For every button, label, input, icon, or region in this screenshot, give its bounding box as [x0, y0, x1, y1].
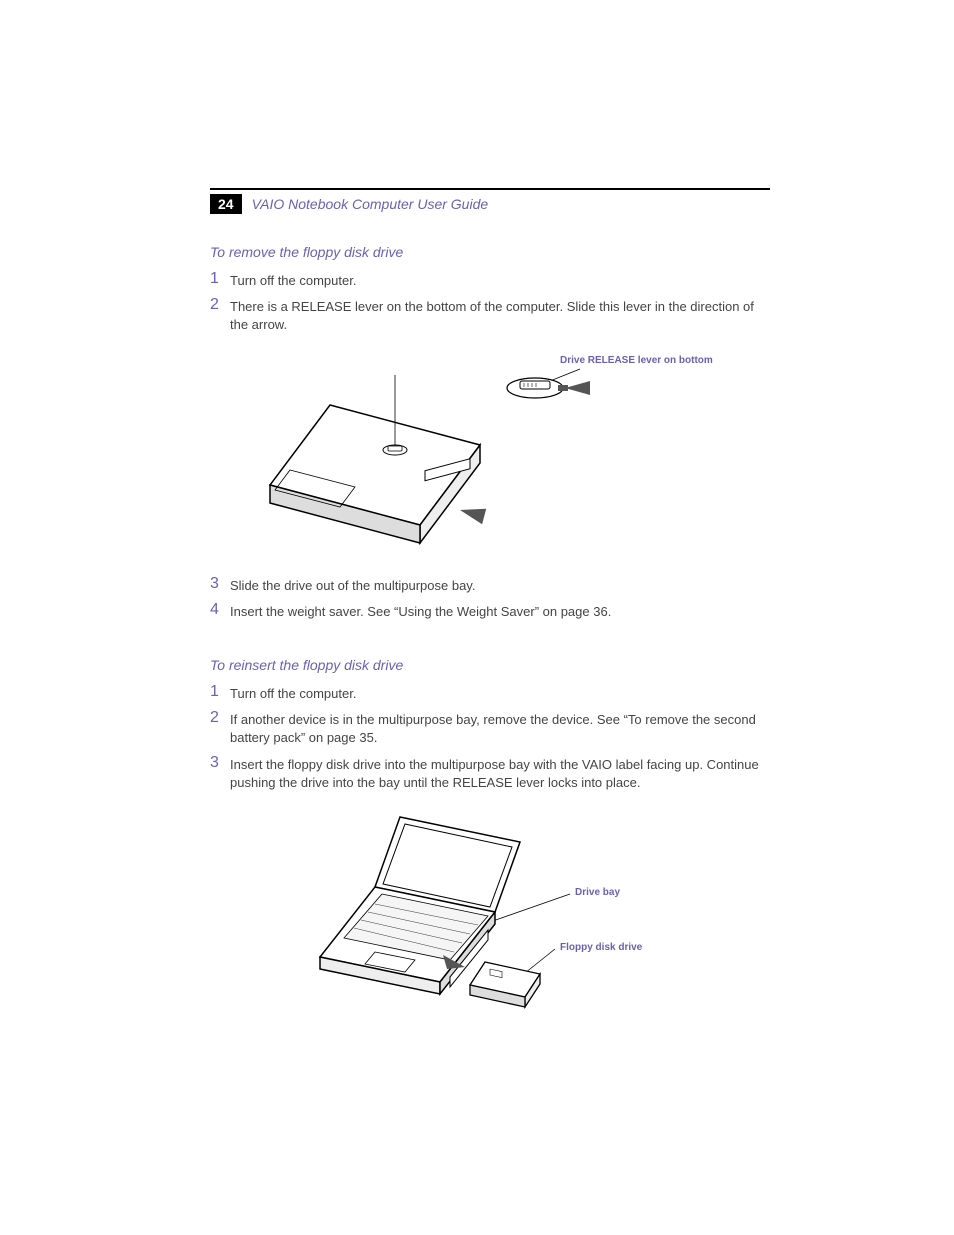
page-header: 24 VAIO Notebook Computer User Guide: [210, 194, 770, 214]
step-row: 1 Turn off the computer.: [210, 270, 770, 290]
step-row: 3 Insert the floppy disk drive into the …: [210, 754, 770, 792]
step-number: 1: [210, 683, 230, 703]
laptop-drive-insert-illustration: [210, 812, 730, 1042]
step-text: Insert the floppy disk drive into the mu…: [230, 754, 770, 792]
guide-title: VAIO Notebook Computer User Guide: [252, 196, 489, 212]
figure-release-lever: Drive RELEASE lever on bottom: [210, 355, 770, 545]
section-heading-remove: To remove the floppy disk drive: [210, 244, 770, 260]
step-text: There is a RELEASE lever on the bottom o…: [230, 296, 770, 334]
step-row: 4 Insert the weight saver. See “Using th…: [210, 601, 770, 621]
step-text: If another device is in the multipurpose…: [230, 709, 770, 747]
step-text: Turn off the computer.: [230, 270, 356, 290]
step-row: 3 Slide the drive out of the multipurpos…: [210, 575, 770, 595]
figure-label-drive-bay: Drive bay: [575, 887, 620, 898]
step-text: Insert the weight saver. See “Using the …: [230, 601, 611, 621]
step-row: 1 Turn off the computer.: [210, 683, 770, 703]
page-number: 24: [210, 194, 242, 214]
step-number: 3: [210, 754, 230, 792]
step-row: 2 If another device is in the multipurpo…: [210, 709, 770, 747]
section-heading-reinsert: To reinsert the floppy disk drive: [210, 657, 770, 673]
step-text: Turn off the computer.: [230, 683, 356, 703]
manual-page: 24 VAIO Notebook Computer User Guide To …: [210, 188, 770, 1072]
figure-drive-bay: Drive bay Floppy disk drive: [210, 812, 770, 1042]
header-rule: [210, 188, 770, 190]
step-row: 2 There is a RELEASE lever on the bottom…: [210, 296, 770, 334]
step-number: 2: [210, 709, 230, 747]
step-number: 2: [210, 296, 230, 334]
step-number: 1: [210, 270, 230, 290]
figure-label-floppy-drive: Floppy disk drive: [560, 942, 642, 953]
figure-label: Drive RELEASE lever on bottom: [560, 355, 713, 366]
step-number: 4: [210, 601, 230, 621]
laptop-underside-illustration: [210, 355, 730, 545]
step-number: 3: [210, 575, 230, 595]
step-text: Slide the drive out of the multipurpose …: [230, 575, 475, 595]
